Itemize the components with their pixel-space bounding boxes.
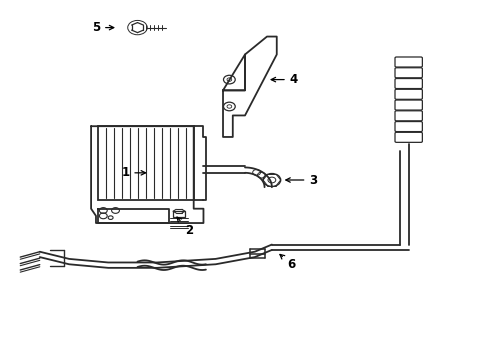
Text: 6: 6: [280, 255, 295, 271]
Text: 2: 2: [177, 217, 193, 237]
Text: 3: 3: [286, 174, 318, 186]
Bar: [173, 211, 185, 217]
Text: 4: 4: [271, 73, 298, 86]
Bar: [98, 126, 194, 200]
Text: 1: 1: [121, 166, 146, 179]
Text: 5: 5: [92, 21, 114, 34]
